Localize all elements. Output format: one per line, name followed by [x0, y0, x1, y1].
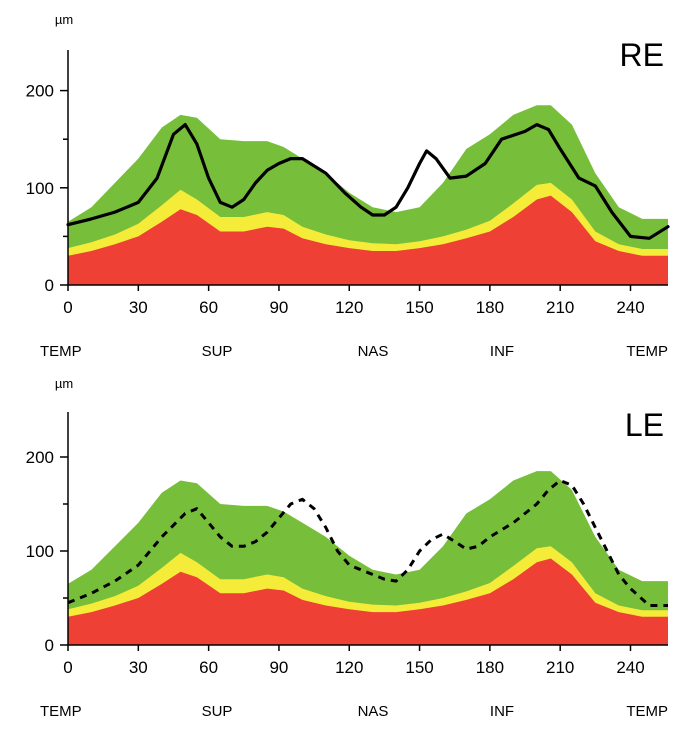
x-tick-label: 180 [476, 658, 504, 677]
eye-label-re: RE [620, 37, 664, 73]
x-tick-label: 90 [269, 658, 288, 677]
y-tick-label: 200 [26, 448, 54, 467]
x-tick-label: 30 [129, 298, 148, 317]
x-tick-label: 240 [616, 658, 644, 677]
y-ticks: 0 100 200 [26, 448, 68, 655]
normative-bands [68, 105, 668, 285]
region-labels: TEMP SUP NAS INF TEMP [40, 343, 668, 360]
chart-panel-le: 0 100 200 0 30 60 90 120 150 180 210 240 µm LE TEM… [26, 376, 668, 720]
x-ticks: 0 30 60 90 120 150 180 210 240 [63, 645, 645, 677]
measured-thickness-line [67, 479, 668, 607]
x-tick-label: 60 [199, 658, 218, 677]
x-tick-label: 120 [335, 298, 363, 317]
region-label-temp-right: TEMP [626, 343, 668, 360]
x-tick-label: 150 [405, 658, 433, 677]
region-label-temp-left: TEMP [40, 343, 82, 360]
x-tick-label: 210 [546, 658, 574, 677]
x-tick-label: 150 [405, 298, 433, 317]
y-axis-unit-label: µm [55, 12, 73, 27]
y-ticks: 0 100 200 [26, 82, 68, 295]
x-tick-label: 0 [63, 658, 72, 677]
red-band-area [68, 558, 668, 645]
red-band-area [68, 195, 668, 285]
x-tick-label: 210 [546, 298, 574, 317]
region-label-sup: SUP [202, 343, 233, 360]
y-tick-label: 100 [26, 179, 54, 198]
chart-panel-re: 0 100 200 0 30 60 90 120 150 180 210 240 µm RE TEM… [26, 12, 670, 360]
y-tick-label: 100 [26, 542, 54, 561]
region-label-temp-right: TEMP [626, 703, 668, 720]
x-tick-label: 90 [269, 298, 288, 317]
region-labels: TEMP SUP NAS INF TEMP [40, 703, 668, 720]
x-tick-label: 120 [335, 658, 363, 677]
region-label-inf: INF [490, 703, 514, 720]
x-tick-label: 60 [199, 298, 218, 317]
y-tick-label: 200 [26, 82, 54, 101]
normative-bands [68, 471, 668, 645]
region-label-inf: INF [490, 343, 514, 360]
x-tick-label: 0 [63, 298, 72, 317]
x-tick-label: 180 [476, 298, 504, 317]
x-ticks: 0 30 60 90 120 150 180 210 240 [63, 285, 645, 317]
x-tick-label: 240 [616, 298, 644, 317]
region-label-temp-left: TEMP [40, 703, 82, 720]
region-label-nas: NAS [358, 703, 389, 720]
x-tick-label: 30 [129, 658, 148, 677]
y-tick-label: 0 [45, 636, 54, 655]
region-label-sup: SUP [202, 703, 233, 720]
y-axis-unit-label: µm [55, 376, 73, 391]
y-tick-label: 0 [45, 276, 54, 295]
region-label-nas: NAS [358, 343, 389, 360]
measured-thickness-line [66, 123, 670, 240]
eye-label-le: LE [625, 407, 664, 443]
